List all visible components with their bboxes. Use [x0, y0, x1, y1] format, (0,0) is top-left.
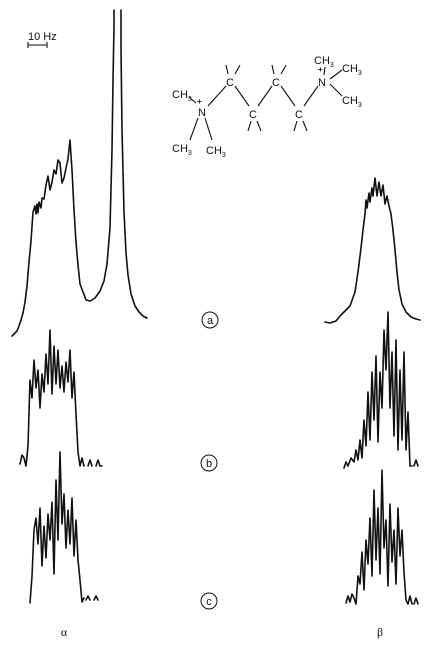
- footer-beta: β: [377, 625, 383, 639]
- panel-label-c-text: c: [206, 596, 212, 608]
- spectrum-c-right-tail: [413, 597, 419, 605]
- h-c4-b: [302, 120, 308, 132]
- left-methyl-right: CH3: [206, 145, 226, 159]
- h-c3-b: [280, 64, 287, 75]
- panel-label-c: c: [200, 592, 218, 610]
- h-c4-a: [293, 120, 298, 132]
- bond-n2-me1: [323, 66, 326, 76]
- spectrum-b-left: [19, 329, 85, 467]
- right-methyl-upper: CH3: [342, 63, 362, 77]
- left-methyl-top: CH3: [172, 89, 192, 103]
- chemical-structure: CH3 + N CH3 CH3 C C C C + N CH3 CH3 CH3: [172, 55, 362, 159]
- h-c2-b: [256, 120, 262, 132]
- panel-label-a-text: a: [207, 315, 214, 327]
- h-c1-a: [225, 64, 229, 75]
- panel-label-a: a: [201, 311, 219, 329]
- spectrum-a-right: [324, 177, 421, 324]
- bond-c2-c3: [257, 85, 273, 107]
- scale-bar-label: 10 Hz: [28, 31, 57, 43]
- spectrum-c-left: [29, 451, 85, 604]
- bond-c3-c4: [280, 85, 296, 107]
- right-methyl-top: CH3: [314, 55, 334, 69]
- bond-n2-me2: [329, 69, 343, 80]
- panel-label-c-circle: [200, 592, 218, 610]
- spectrum-a-left: [11, 9, 115, 337]
- panel-label-b-circle: [200, 454, 218, 472]
- carbon-1: C: [226, 77, 234, 89]
- bond-c4-n2: [303, 85, 319, 107]
- h-c2-a: [247, 120, 252, 132]
- panel-label-a-circle: [201, 311, 219, 329]
- spectrum-b-left-tail: [87, 459, 103, 467]
- left-nitrogen: N: [198, 107, 206, 119]
- carbon-4: C: [295, 109, 303, 121]
- carbon-3: C: [272, 77, 280, 89]
- bond-n2-me3: [329, 83, 343, 97]
- bond-n1-c1: [207, 85, 227, 107]
- left-methyl-bottom: CH3: [172, 143, 192, 157]
- spectrum-b-right-tail: [413, 459, 419, 467]
- h-c1-b: [234, 64, 241, 75]
- bond-n1-me2: [189, 117, 199, 141]
- scale-bar: 10 Hz: [27, 31, 57, 48]
- spectrum-a-left-peak2: [120, 9, 148, 319]
- right-nitrogen-charge: +: [318, 65, 323, 74]
- h-c3-a: [271, 64, 275, 75]
- right-nitrogen: N: [318, 77, 326, 89]
- carbon-2: C: [249, 109, 257, 121]
- bond-c1-c2: [234, 85, 250, 107]
- panel-label-b: b: [200, 454, 218, 472]
- spectrum-c-right: [345, 469, 413, 605]
- right-methyl-lower: CH3: [342, 95, 362, 109]
- spectrum-b-right: [343, 311, 413, 469]
- footer-alpha: α: [61, 625, 68, 639]
- panel-label-b-text: b: [206, 458, 212, 470]
- bond-n1-me3: [204, 117, 213, 141]
- bond-n1-me1: [188, 96, 197, 104]
- spectrum-c-left-tail: [85, 595, 99, 601]
- left-nitrogen-charge: +: [197, 97, 202, 106]
